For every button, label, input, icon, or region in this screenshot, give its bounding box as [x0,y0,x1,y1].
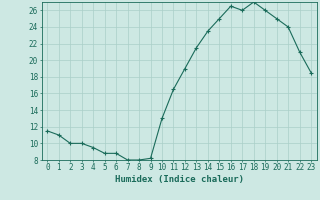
X-axis label: Humidex (Indice chaleur): Humidex (Indice chaleur) [115,175,244,184]
